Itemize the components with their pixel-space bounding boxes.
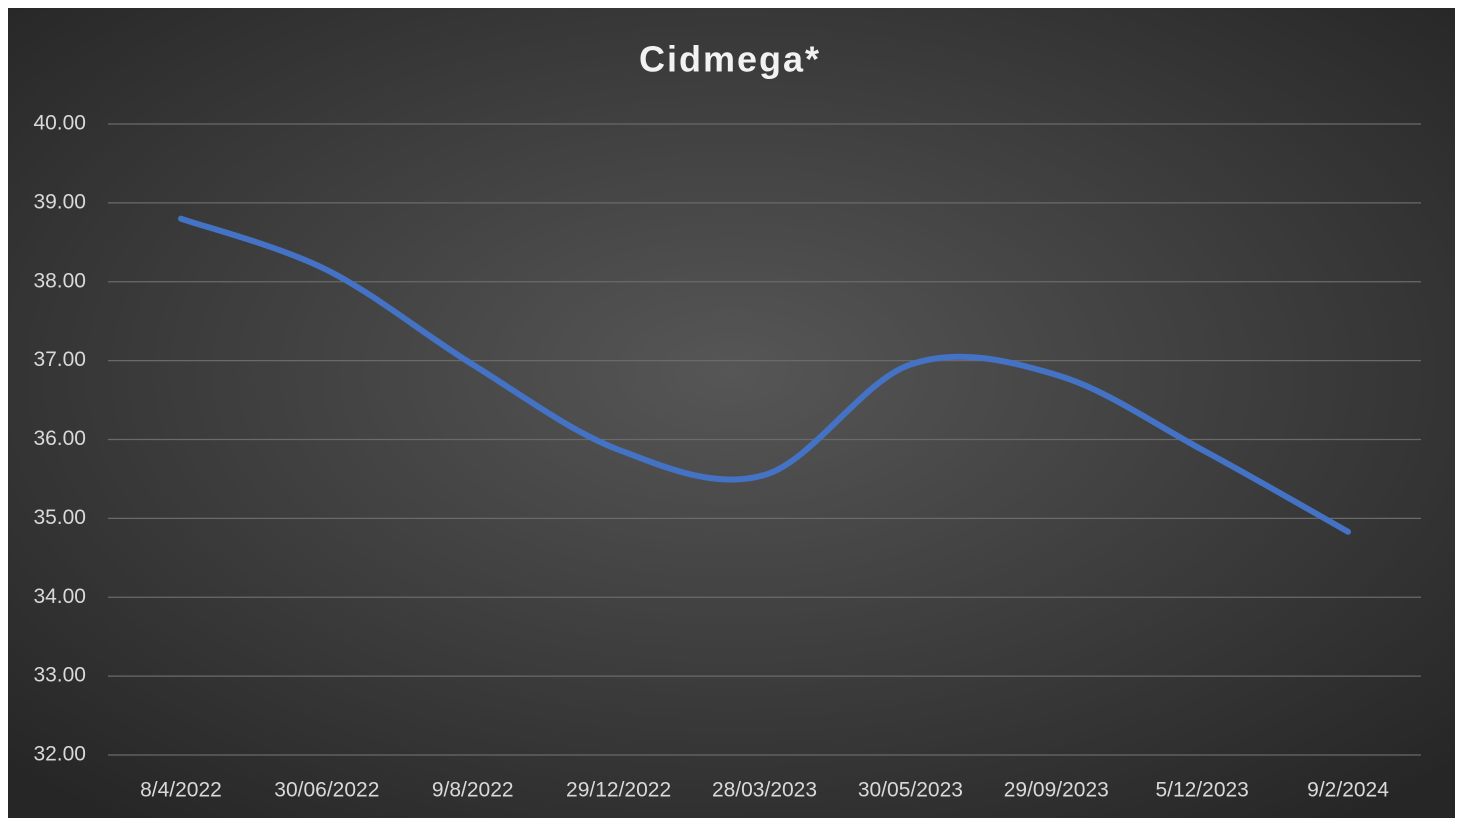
y-tick-label: 37.00 <box>33 348 86 371</box>
y-tick-label: 32.00 <box>33 743 86 766</box>
y-tick-label: 34.00 <box>33 585 86 608</box>
y-tick-label: 35.00 <box>33 506 86 529</box>
x-tick-label: 28/03/2023 <box>712 779 817 802</box>
chart-title: Cidmega* <box>639 39 821 80</box>
x-tick-label: 29/12/2022 <box>566 779 671 802</box>
x-tick-label: 30/06/2022 <box>274 779 379 802</box>
y-tick-label: 39.00 <box>33 190 86 213</box>
y-tick-label: 36.00 <box>33 427 86 450</box>
y-tick-label: 33.00 <box>33 664 86 687</box>
chart-background <box>8 8 1455 818</box>
y-tick-label: 38.00 <box>33 269 86 292</box>
x-tick-label: 29/09/2023 <box>1004 779 1109 802</box>
x-tick-label: 30/05/2023 <box>858 779 963 802</box>
x-tick-label: 8/4/2022 <box>140 779 222 802</box>
x-tick-label: 9/8/2022 <box>432 779 514 802</box>
x-tick-label: 5/12/2023 <box>1155 779 1248 802</box>
x-tick-label: 9/2/2024 <box>1307 779 1389 802</box>
y-tick-label: 40.00 <box>33 112 86 135</box>
line <box>177 215 1352 535</box>
